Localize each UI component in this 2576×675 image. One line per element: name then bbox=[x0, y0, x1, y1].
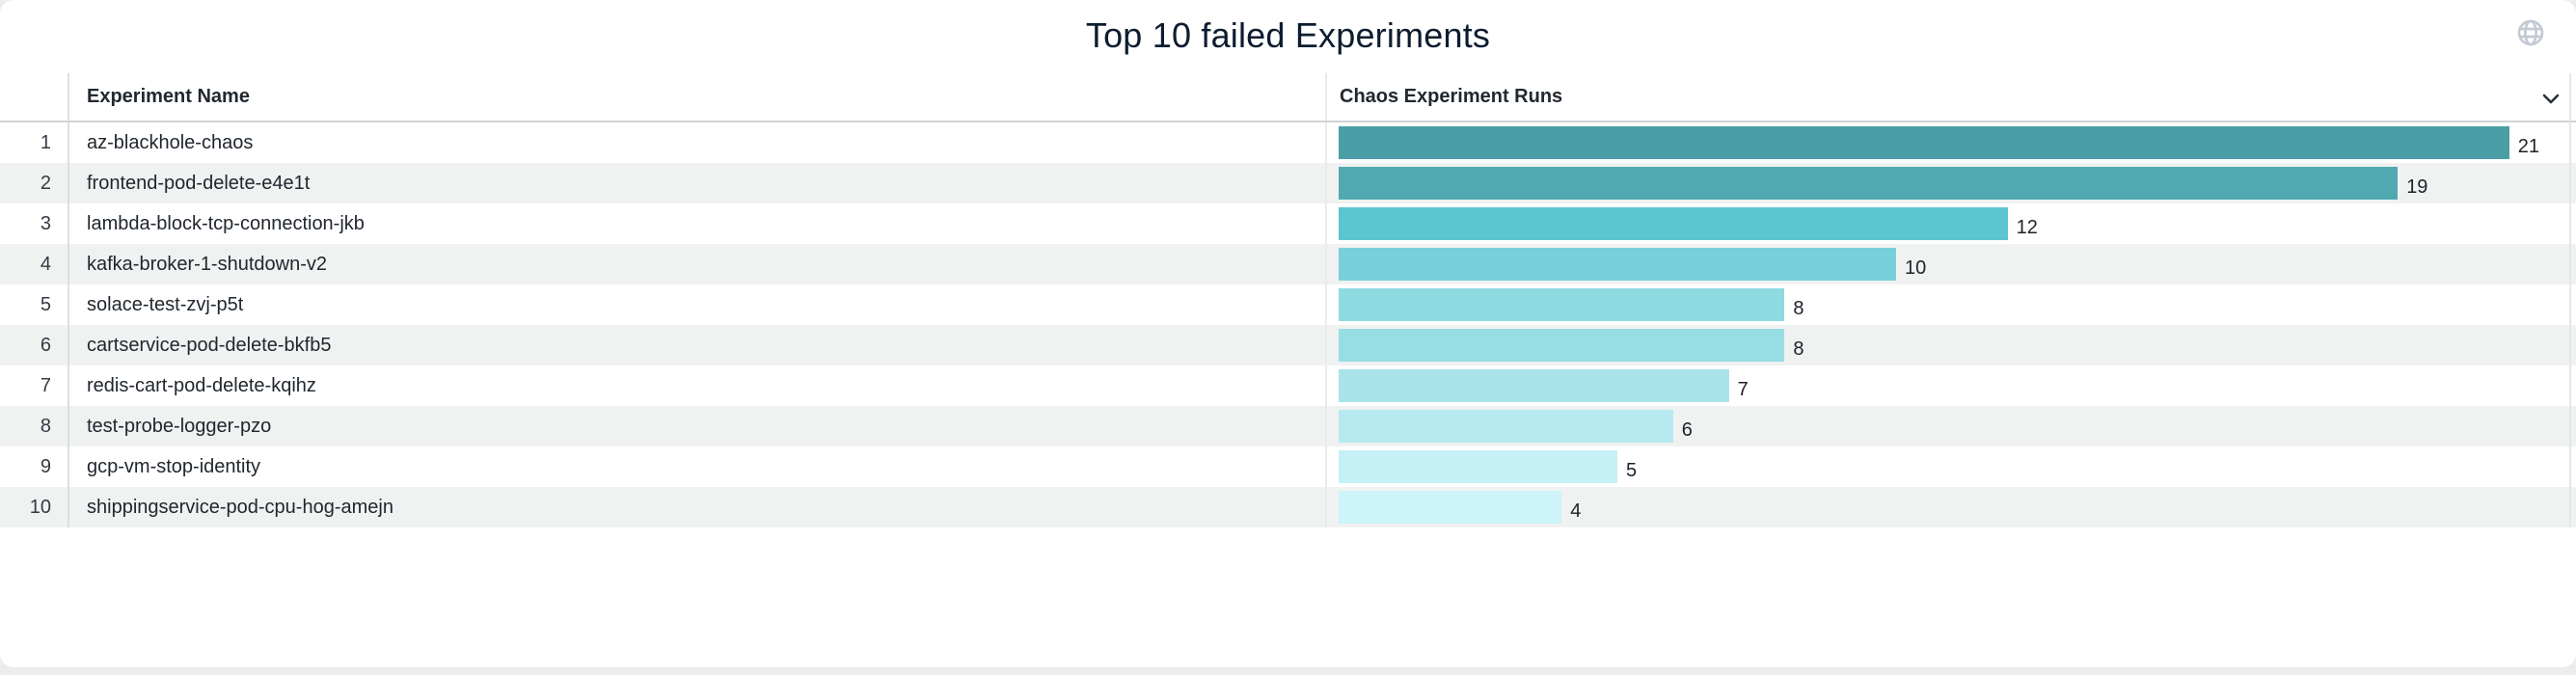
experiment-name: cartservice-pod-delete-bkfb5 bbox=[69, 325, 1327, 365]
table-body: 1 az-blackhole-chaos 21 2 frontend-pod-d… bbox=[0, 122, 2576, 527]
runs-value: 7 bbox=[1737, 378, 1749, 400]
table-row[interactable]: 6 cartservice-pod-delete-bkfb5 8 bbox=[0, 325, 2576, 365]
runs-value: 5 bbox=[1626, 459, 1638, 481]
runs-bar bbox=[1339, 248, 1896, 281]
runs-cell: 8 bbox=[1327, 325, 2576, 365]
row-rank: 2 bbox=[0, 163, 69, 203]
runs-bar bbox=[1339, 126, 2509, 159]
table-row[interactable]: 9 gcp-vm-stop-identity 5 bbox=[0, 446, 2576, 487]
runs-cell: 21 bbox=[1327, 122, 2576, 163]
globe-icon[interactable] bbox=[2515, 17, 2546, 48]
experiment-name: lambda-block-tcp-connection-jkb bbox=[69, 203, 1327, 244]
table-row[interactable]: 5 solace-test-zvj-p5t 8 bbox=[0, 284, 2576, 325]
experiment-name: frontend-pod-delete-e4e1t bbox=[69, 163, 1327, 203]
experiment-name: shippingservice-pod-cpu-hog-amejn bbox=[69, 487, 1327, 527]
runs-value: 8 bbox=[1793, 338, 1804, 360]
panel-title: Top 10 failed Experiments bbox=[1085, 15, 1491, 55]
runs-bar bbox=[1339, 369, 1729, 402]
runs-value: 19 bbox=[2406, 176, 2428, 198]
runs-value: 12 bbox=[2016, 216, 2038, 238]
table-row[interactable]: 8 test-probe-logger-pzo 6 bbox=[0, 406, 2576, 446]
row-rank: 9 bbox=[0, 446, 69, 487]
runs-value: 6 bbox=[1681, 418, 1693, 441]
row-rank: 3 bbox=[0, 203, 69, 244]
table-row[interactable]: 4 kafka-broker-1-shutdown-v2 10 bbox=[0, 244, 2576, 284]
right-column-divider bbox=[2569, 73, 2571, 527]
row-rank: 4 bbox=[0, 244, 69, 284]
row-rank: 10 bbox=[0, 487, 69, 527]
table-header: Experiment Name Chaos Experiment Runs bbox=[0, 73, 2576, 122]
runs-cell: 4 bbox=[1327, 487, 2576, 527]
experiment-name: test-probe-logger-pzo bbox=[69, 406, 1327, 446]
runs-value: 4 bbox=[1570, 500, 1582, 522]
row-rank: 6 bbox=[0, 325, 69, 365]
runs-bar bbox=[1339, 491, 1562, 524]
table-row[interactable]: 3 lambda-block-tcp-connection-jkb 12 bbox=[0, 203, 2576, 244]
column-header-chaos-experiment-runs[interactable]: Chaos Experiment Runs bbox=[1327, 73, 2576, 121]
column-header-chaos-experiment-runs-label: Chaos Experiment Runs bbox=[1340, 86, 1563, 107]
experiment-name: solace-test-zvj-p5t bbox=[69, 284, 1327, 325]
table-row[interactable]: 7 redis-cart-pod-delete-kqihz 7 bbox=[0, 365, 2576, 406]
experiment-name: redis-cart-pod-delete-kqihz bbox=[69, 365, 1327, 406]
runs-cell: 10 bbox=[1327, 244, 2576, 284]
runs-bar bbox=[1339, 329, 1785, 362]
runs-cell: 19 bbox=[1327, 163, 2576, 203]
rank-column-header bbox=[0, 73, 69, 121]
runs-bar bbox=[1339, 288, 1785, 321]
runs-cell: 7 bbox=[1327, 365, 2576, 406]
runs-bar bbox=[1339, 207, 2008, 240]
runs-value: 10 bbox=[1905, 256, 1927, 279]
table-row[interactable]: 1 az-blackhole-chaos 21 bbox=[0, 122, 2576, 163]
runs-value: 8 bbox=[1793, 297, 1804, 319]
runs-cell: 6 bbox=[1327, 406, 2576, 446]
experiment-name: az-blackhole-chaos bbox=[69, 122, 1327, 163]
experiment-name: kafka-broker-1-shutdown-v2 bbox=[69, 244, 1327, 284]
column-header-experiment-name[interactable]: Experiment Name bbox=[69, 73, 1327, 121]
chevron-down-icon[interactable] bbox=[2539, 87, 2562, 110]
row-rank: 5 bbox=[0, 284, 69, 325]
runs-bar bbox=[1339, 410, 1673, 443]
experiment-name: gcp-vm-stop-identity bbox=[69, 446, 1327, 487]
runs-cell: 8 bbox=[1327, 284, 2576, 325]
runs-bar bbox=[1339, 450, 1617, 483]
runs-cell: 5 bbox=[1327, 446, 2576, 487]
row-rank: 8 bbox=[0, 406, 69, 446]
table-row[interactable]: 10 shippingservice-pod-cpu-hog-amejn 4 bbox=[0, 487, 2576, 527]
runs-cell: 12 bbox=[1327, 203, 2576, 244]
runs-bar bbox=[1339, 167, 2399, 200]
row-rank: 7 bbox=[0, 365, 69, 406]
row-rank: 1 bbox=[0, 122, 69, 163]
runs-value: 21 bbox=[2517, 135, 2540, 157]
panel-title-bar: Top 10 failed Experiments bbox=[0, 0, 2576, 73]
table-row[interactable]: 2 frontend-pod-delete-e4e1t 19 bbox=[0, 163, 2576, 203]
